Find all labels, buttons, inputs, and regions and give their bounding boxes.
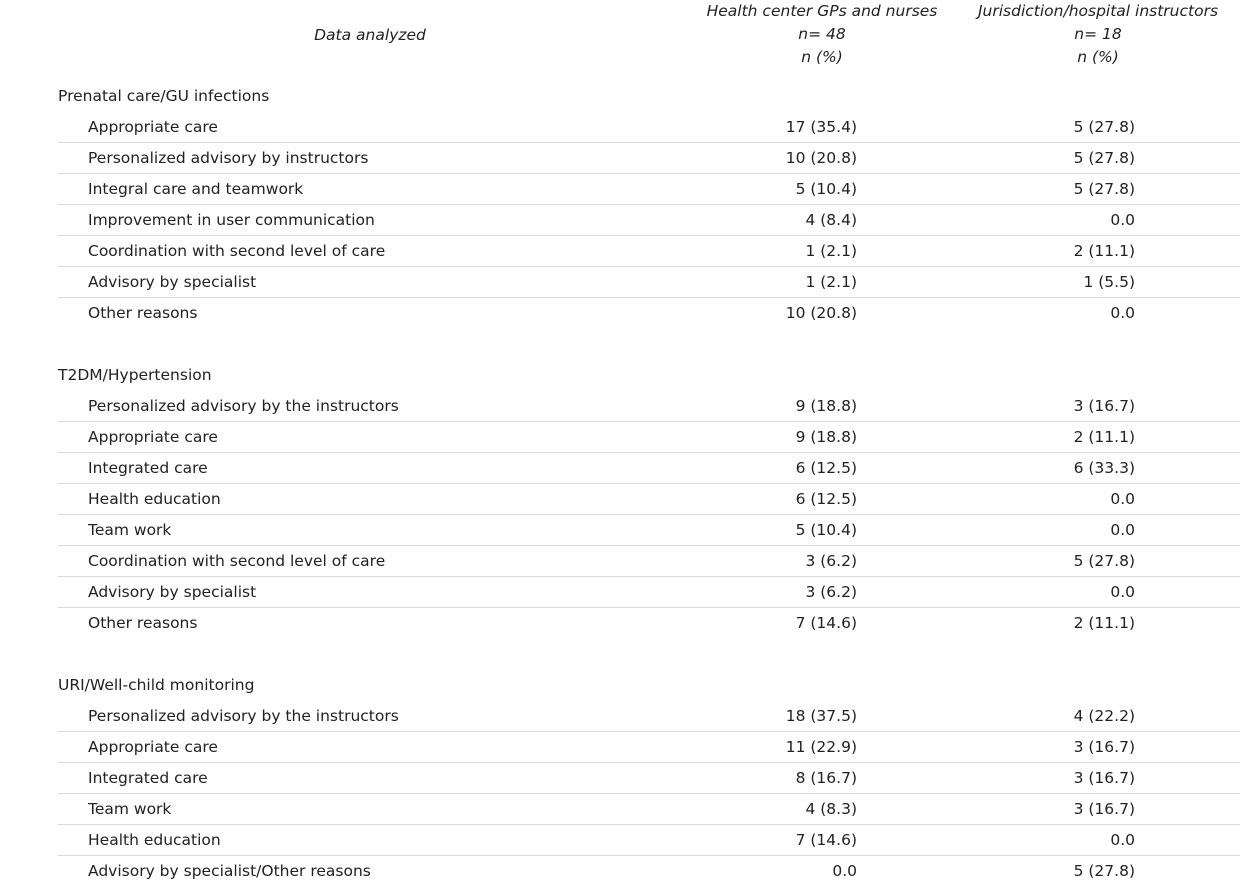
cell-value: 7 (14.6): [795, 614, 857, 632]
row-separator: [58, 173, 1240, 174]
row-label: Integrated care: [88, 769, 208, 787]
row-label: Integrated care: [88, 459, 208, 477]
row-label: Improvement in user communication: [88, 211, 375, 229]
row-label: Personalized advisory by the instructors: [88, 397, 399, 415]
cell-value: 5 (27.8): [1073, 552, 1135, 570]
cell-value: 1 (5.5): [1083, 273, 1135, 291]
row-label: Personalized advisory by the instructors: [88, 707, 399, 725]
cell-value: 17 (35.4): [785, 118, 857, 136]
row-label: Health education: [88, 490, 221, 508]
cell-value: 3 (6.2): [805, 552, 857, 570]
column-header: n (%): [1077, 48, 1119, 66]
row-label: Other reasons: [88, 304, 198, 322]
row-label: Appropriate care: [88, 428, 218, 446]
row-separator: [58, 855, 1240, 856]
column-header: n= 48: [798, 25, 846, 43]
section-title: Prenatal care/GU infections: [58, 87, 270, 105]
section-title: URI/Well-child monitoring: [58, 676, 255, 694]
cell-value: 0.0: [1110, 304, 1135, 322]
row-separator: [58, 793, 1240, 794]
cell-value: 4 (8.3): [805, 800, 857, 818]
cell-value: 0.0: [1110, 211, 1135, 229]
cell-value: 4 (8.4): [805, 211, 857, 229]
cell-value: 7 (14.6): [795, 831, 857, 849]
row-label: Advisory by specialist: [88, 273, 257, 291]
row-separator: [58, 762, 1240, 763]
cell-value: 2 (11.1): [1073, 614, 1135, 632]
cell-value: 3 (16.7): [1073, 397, 1135, 415]
row-label: Health education: [88, 831, 221, 849]
column-header: Health center GPs and nurses: [706, 2, 938, 20]
cell-value: 6 (12.5): [795, 459, 857, 477]
cell-value: 9 (18.8): [795, 428, 857, 446]
cell-value: 10 (20.8): [785, 304, 857, 322]
row-label: Advisory by specialist/Other reasons: [88, 862, 371, 880]
row-label: Advisory by specialist: [88, 583, 257, 601]
cell-value: 6 (12.5): [795, 490, 857, 508]
cell-value: 0.0: [1110, 831, 1135, 849]
row-separator: [58, 297, 1240, 298]
row-label: Coordination with second level of care: [88, 242, 386, 260]
row-separator: [58, 452, 1240, 453]
column-header: n (%): [801, 48, 843, 66]
cell-value: 11 (22.9): [785, 738, 857, 756]
cell-value: 0.0: [1110, 521, 1135, 539]
row-label: Personalized advisory by instructors: [88, 149, 369, 167]
row-label: Appropriate care: [88, 118, 218, 136]
row-separator: [58, 731, 1240, 732]
cell-value: 3 (16.7): [1073, 800, 1135, 818]
cell-value: 0.0: [1110, 490, 1135, 508]
cell-value: 2 (11.1): [1073, 428, 1135, 446]
cell-value: 0.0: [1110, 583, 1135, 601]
cell-value: 18 (37.5): [785, 707, 857, 725]
row-separator: [58, 483, 1240, 484]
cell-value: 8 (16.7): [795, 769, 857, 787]
cell-value: 1 (2.1): [805, 242, 857, 260]
row-separator: [58, 266, 1240, 267]
cell-value: 2 (11.1): [1073, 242, 1135, 260]
row-separator: [58, 514, 1240, 515]
row-separator: [58, 142, 1240, 143]
section-title: T2DM/Hypertension: [58, 366, 212, 384]
cell-value: 3 (16.7): [1073, 769, 1135, 787]
cell-value: 5 (27.8): [1073, 862, 1135, 880]
header-label: Data analyzed: [314, 26, 426, 44]
cell-value: 4 (22.2): [1073, 707, 1135, 725]
column-header: Jurisdiction/hospital instructors: [977, 2, 1219, 20]
cell-value: 0.0: [832, 862, 857, 880]
cell-value: 5 (27.8): [1073, 180, 1135, 198]
cell-value: 9 (18.8): [795, 397, 857, 415]
row-separator: [58, 545, 1240, 546]
row-separator: [58, 607, 1240, 608]
row-label: Appropriate care: [88, 738, 218, 756]
row-label: Team work: [88, 521, 172, 539]
row-separator: [58, 576, 1240, 577]
row-separator: [58, 421, 1240, 422]
row-separator: [58, 204, 1240, 205]
cell-value: 5 (27.8): [1073, 149, 1135, 167]
cell-value: 10 (20.8): [785, 149, 857, 167]
row-separator: [58, 824, 1240, 825]
cell-value: 3 (16.7): [1073, 738, 1135, 756]
cell-value: 5 (10.4): [795, 180, 857, 198]
row-separator: [58, 235, 1240, 236]
row-label: Team work: [88, 800, 172, 818]
row-label: Coordination with second level of care: [88, 552, 386, 570]
row-label: Integral care and teamwork: [88, 180, 304, 198]
cell-value: 6 (33.3): [1073, 459, 1135, 477]
column-header: n= 18: [1074, 25, 1122, 43]
cell-value: 3 (6.2): [805, 583, 857, 601]
cell-value: 5 (27.8): [1073, 118, 1135, 136]
cell-value: 1 (2.1): [805, 273, 857, 291]
cell-value: 5 (10.4): [795, 521, 857, 539]
row-label: Other reasons: [88, 614, 198, 632]
